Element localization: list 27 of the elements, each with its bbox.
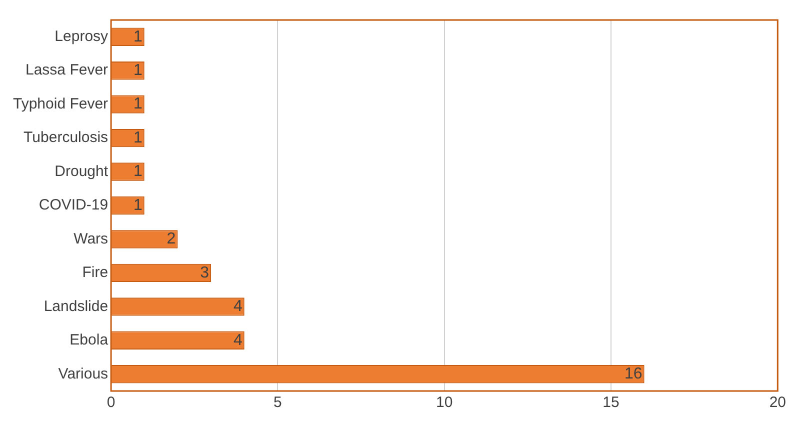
- data-label: 1: [133, 96, 142, 113]
- x-tick-label: 15: [602, 394, 620, 412]
- data-label: 3: [200, 264, 210, 282]
- y-tick-label: Leprosy: [54, 28, 109, 46]
- y-tick-label: Fire: [82, 264, 108, 282]
- x-tick-label: 10: [436, 394, 453, 412]
- y-tick-label: Tuberculosis: [24, 129, 108, 146]
- y-tick-label: COVID-19: [38, 196, 108, 214]
- data-label: 1: [133, 196, 142, 214]
- y-tick-label: Drought: [54, 162, 109, 180]
- data-label: 1: [133, 62, 142, 79]
- data-label: 16: [624, 366, 642, 383]
- data-label: 2: [166, 230, 176, 248]
- y-tick-label: Landslide: [44, 298, 108, 315]
- data-label: 1: [133, 28, 142, 46]
- x-tick-label: 20: [769, 394, 786, 412]
- y-tick-label: Lassa Fever: [26, 62, 108, 79]
- y-tick-label: Ebola: [70, 332, 109, 349]
- data-label: 4: [233, 332, 242, 349]
- y-tick-label: Typhoid Fever: [13, 95, 108, 112]
- data-label: 1: [133, 129, 142, 146]
- x-tick-label: 5: [274, 394, 282, 412]
- data-label: 1: [133, 163, 142, 180]
- y-tick-label: Various: [58, 365, 108, 382]
- y-tick-label: Wars: [74, 230, 108, 248]
- data-label: 4: [233, 298, 242, 316]
- x-tick-label: 0: [106, 394, 116, 412]
